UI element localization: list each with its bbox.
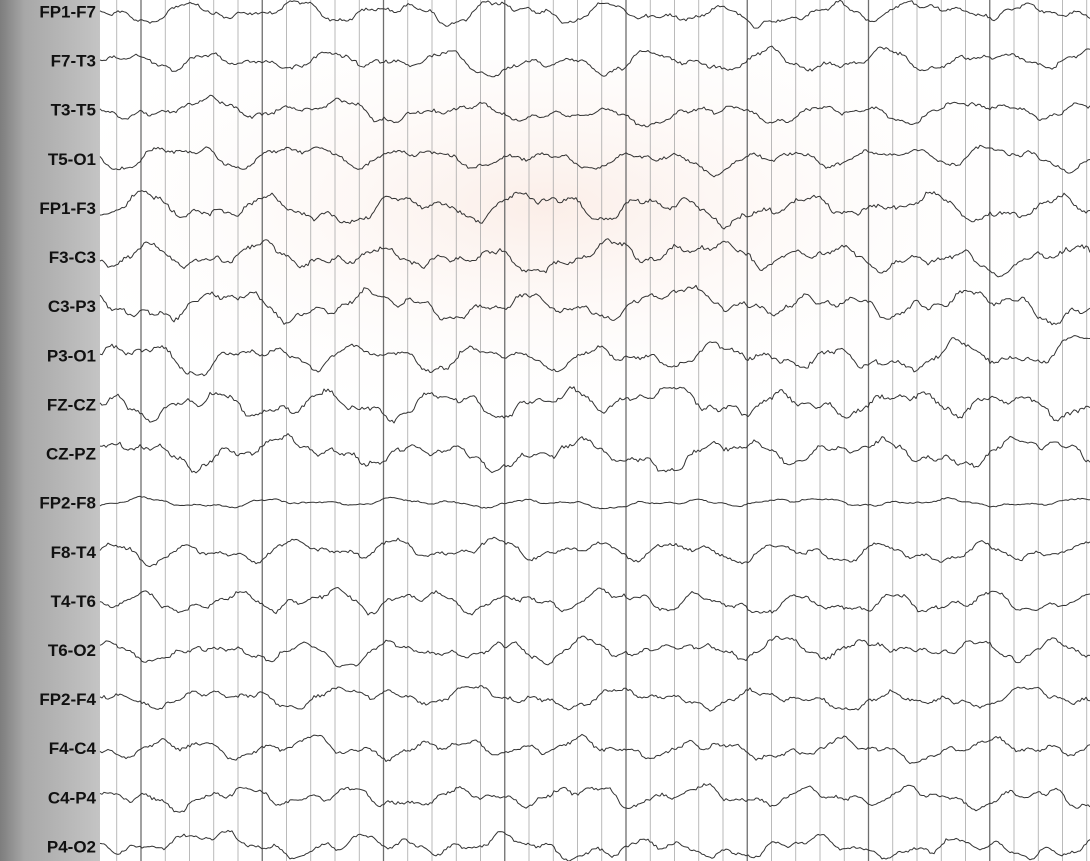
channel-label: FP1-F3 [39,199,96,218]
channel-label: T6-O2 [48,641,96,660]
page: FP1-F7 F7-T3 T3-T5 T5-O1 FP1-F3 F3-C3 C3-P3 P3-… [0,0,1090,861]
label-column [0,0,100,861]
eeg-recording: FP1-F7 F7-T3 T3-T5 T5-O1 FP1-F3 F3-C3 C3-P3 P3-… [0,0,1090,861]
channel-label: T3-T5 [51,101,96,120]
channel-label: P3-O1 [47,346,96,365]
channel-label: T4-T6 [51,592,96,611]
channel-label: C3-P3 [48,297,96,316]
channel-label: F4-C4 [49,739,97,758]
channel-label: F7-T3 [51,52,96,71]
channel-label: C4-P4 [48,788,97,807]
channel-label: FP2-F8 [39,494,96,513]
channel-label: FZ-CZ [47,395,96,414]
channel-label: P4-O2 [47,837,96,856]
channel-label: FP2-F4 [39,690,96,709]
channel-label: CZ-PZ [46,445,96,464]
channel-label: T5-O1 [48,150,96,169]
channel-label: FP1-F7 [39,2,96,21]
channel-label: F8-T4 [51,543,97,562]
channel-label: F3-C3 [49,248,96,267]
